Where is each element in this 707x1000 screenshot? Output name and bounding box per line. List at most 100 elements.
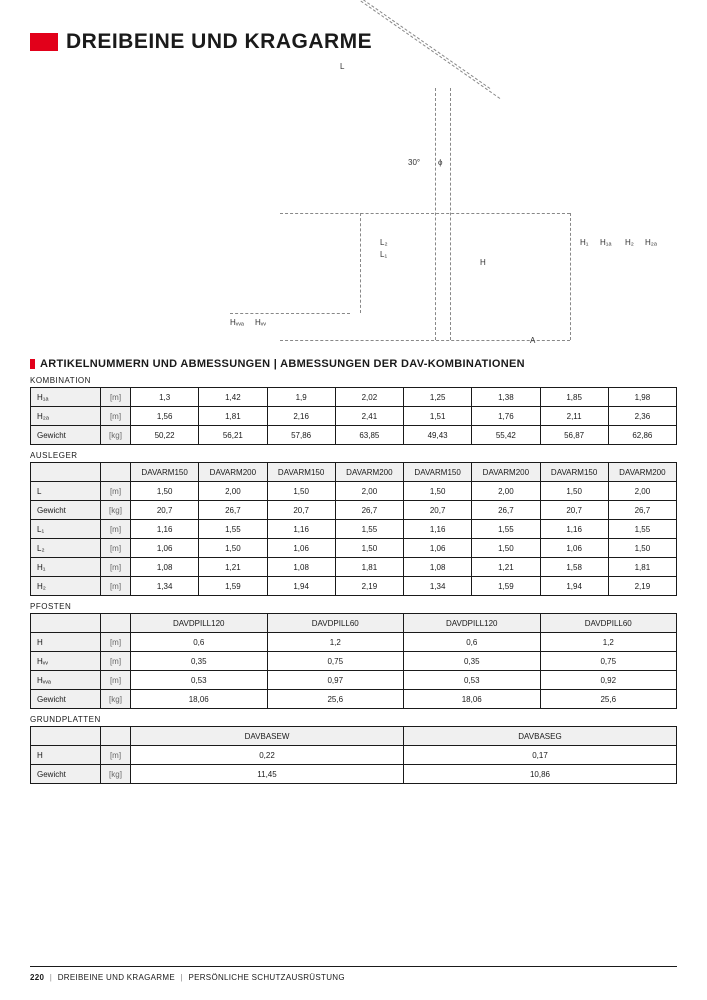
cell: 18,06 [404,690,541,709]
cell: 1,50 [472,539,540,558]
table-row: L₂[m]1,061,501,061,501,061,501,061,50 [31,539,677,558]
row-label: Gewicht [31,765,101,784]
cell: 1,81 [199,407,267,426]
cell: 1,08 [404,558,472,577]
cell: 20,7 [540,501,608,520]
cell: 2,00 [608,482,676,501]
cell: 1,34 [131,577,199,596]
col-header: DAVARM150 [540,463,608,482]
footer-sep1: | [50,973,52,982]
cell: 2,41 [335,407,403,426]
cell: 1,06 [267,539,335,558]
row-unit: [m] [101,577,131,596]
col-label-blank [31,727,101,746]
cell: 1,21 [472,558,540,577]
cell: 1,81 [335,558,403,577]
cell: 1,55 [472,520,540,539]
row-label: Hᵥᵥₐ [31,671,101,690]
table-row: Gewicht[kg]18,0625,618,0625,6 [31,690,677,709]
diag-label-HW: Hᵥᵥ [255,318,266,327]
table-row: H[m]0,61,20,61,2 [31,633,677,652]
cell: 0,6 [404,633,541,652]
accent-small [30,359,35,369]
cell: 26,7 [335,501,403,520]
row-label: H₂ [31,577,101,596]
page-number: 220 [30,973,44,982]
cell: 1,58 [540,558,608,577]
cell: 20,7 [404,501,472,520]
cell: 1,16 [540,520,608,539]
diag-label-H2: H₂ [625,238,634,247]
cell: 1,25 [404,388,472,407]
diag-label-H: H [480,258,486,267]
cell: 1,98 [608,388,676,407]
table-row: H₁ₐ[m]1,31,421,92,021,251,381,851,98 [31,388,677,407]
cell: 1,50 [199,539,267,558]
table-kombination: H₁ₐ[m]1,31,421,92,021,251,381,851,98H₂ₐ[… [30,387,677,445]
subhead-pfosten: PFOSTEN [30,602,677,611]
subhead-kombination: KOMBINATION [30,376,677,385]
cell: 1,55 [199,520,267,539]
row-unit: [m] [101,482,131,501]
row-unit: [m] [101,652,131,671]
table-row: H₁[m]1,081,211,081,811,081,211,581,81 [31,558,677,577]
accent-block [30,33,58,51]
table-row: H₂ₐ[m]1,561,812,162,411,511,762,112,36 [31,407,677,426]
cell: 2,00 [472,482,540,501]
cell: 26,7 [608,501,676,520]
row-unit: [m] [101,539,131,558]
cell: 62,86 [608,426,676,445]
row-label: Gewicht [31,501,101,520]
diag-label-H1A: H₁ₐ [600,238,611,247]
cell: 0,53 [131,671,268,690]
table-row: Gewicht[kg]50,2256,2157,8663,8549,4355,4… [31,426,677,445]
cell: 63,85 [335,426,403,445]
diag-label-A: A [530,336,535,345]
col-label-blank [31,463,101,482]
technical-diagram: L 30° ϕ L₂ L₁ H H₁ H₁ₐ H₂ H₂ₐ Hᵥᵥₐ Hᵥᵥ A [30,58,677,348]
cell: 1,16 [131,520,199,539]
col-header: DAVARM200 [608,463,676,482]
col-header: DAVARM200 [199,463,267,482]
cell: 2,00 [335,482,403,501]
cell: 1,50 [404,482,472,501]
diag-label-L1: L₁ [380,250,387,259]
table-row: Hᵥᵥ[m]0,350,750,350,75 [31,652,677,671]
table-ausleger: DAVARM150DAVARM200DAVARM150DAVARM200DAVA… [30,462,677,596]
cell: 1,06 [404,539,472,558]
cell: 1,50 [267,482,335,501]
cell: 2,36 [608,407,676,426]
cell: 0,97 [267,671,404,690]
table-row: H₂[m]1,341,591,942,191,341,591,942,19 [31,577,677,596]
cell: 57,86 [267,426,335,445]
row-unit: [m] [101,520,131,539]
row-label: L [31,482,101,501]
table-row: Gewicht[kg]11,4510,86 [31,765,677,784]
cell: 1,51 [404,407,472,426]
subhead-grundplatten: GRUNDPLATTEN [30,715,677,724]
col-unit-blank [101,463,131,482]
page-footer: 220 | DREIBEINE UND KRAGARME | PERSÖNLIC… [30,966,677,982]
cell: 1,50 [540,482,608,501]
cell: 20,7 [267,501,335,520]
row-unit: [m] [101,388,131,407]
diag-label-L: L [340,62,344,71]
row-label: Hᵥᵥ [31,652,101,671]
diag-label-HWA: Hᵥᵥₐ [230,318,244,327]
cell: 1,08 [131,558,199,577]
row-unit: [kg] [101,501,131,520]
subhead-ausleger: AUSLEGER [30,451,677,460]
cell: 2,00 [199,482,267,501]
cell: 1,55 [608,520,676,539]
cell: 1,16 [404,520,472,539]
cell: 1,50 [131,482,199,501]
col-header: DAVARM150 [404,463,472,482]
cell: 56,87 [540,426,608,445]
table-row: L[m]1,502,001,502,001,502,001,502,00 [31,482,677,501]
col-label-blank [31,614,101,633]
footer-sep2: | [181,973,183,982]
row-label: L₁ [31,520,101,539]
cell: 1,50 [335,539,403,558]
cell: 1,06 [131,539,199,558]
table-row: H[m]0,220,17 [31,746,677,765]
